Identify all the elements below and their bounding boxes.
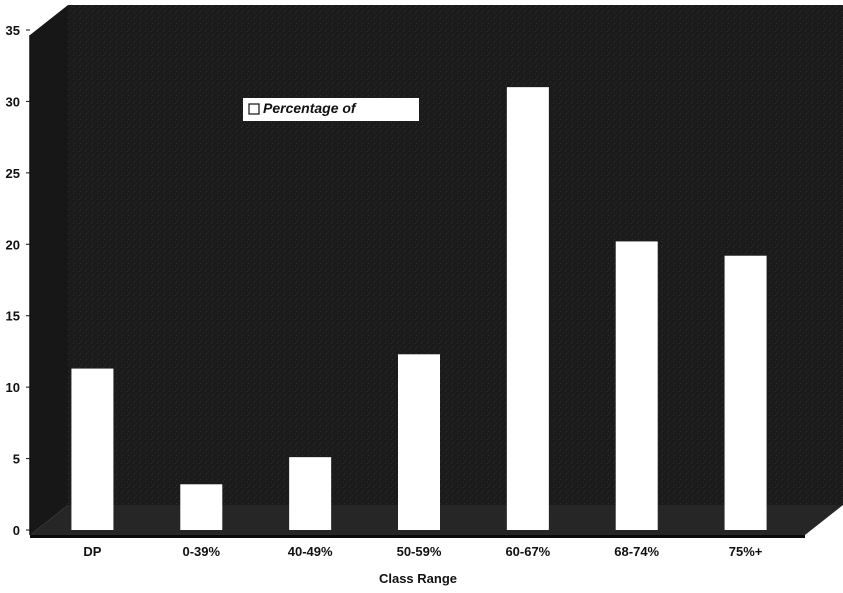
x-tick-label: 50-59% [397,544,442,559]
y-tick-label: 25 [6,166,20,181]
x-tick-label: 0-39% [182,544,220,559]
x-axis-title: Class Range [379,571,457,586]
bar-75- [724,255,767,530]
x-tick-label: DP [83,544,101,559]
x-tick-label: 40-49% [288,544,333,559]
bar-68-74- [615,241,658,530]
y-tick-label: 15 [6,309,20,324]
legend-box [243,98,419,121]
x-tick-label: 60-67% [505,544,550,559]
y-ticks: 0 5 10 15 20 25 30 35 [6,23,30,538]
x-tick-label: 68-74% [614,544,659,559]
legend-swatch [248,103,260,115]
y-tick-label: 35 [6,23,20,38]
bar-60-67- [506,87,549,531]
bar-dp [71,368,114,530]
plot-left-wall [30,5,68,535]
legend-label: Percentage of [263,100,357,116]
y-tick-label: 5 [13,452,20,467]
bar-0-39- [180,484,223,530]
bar-40-49- [289,457,332,530]
x-tick-label: 75%+ [729,544,763,559]
bar-50-59- [398,354,440,530]
x-ticks: DP 0-39% 40-49% 50-59% 60-67% 68-74% 75%+ [83,544,762,559]
y-tick-label: 20 [6,237,20,252]
y-tick-label: 30 [6,94,20,109]
y-tick-label: 10 [6,380,20,395]
plot-floor-edge [30,535,805,538]
y-tick-label: 0 [13,523,20,538]
bars [71,87,767,531]
legend: Percentage of [243,98,419,121]
